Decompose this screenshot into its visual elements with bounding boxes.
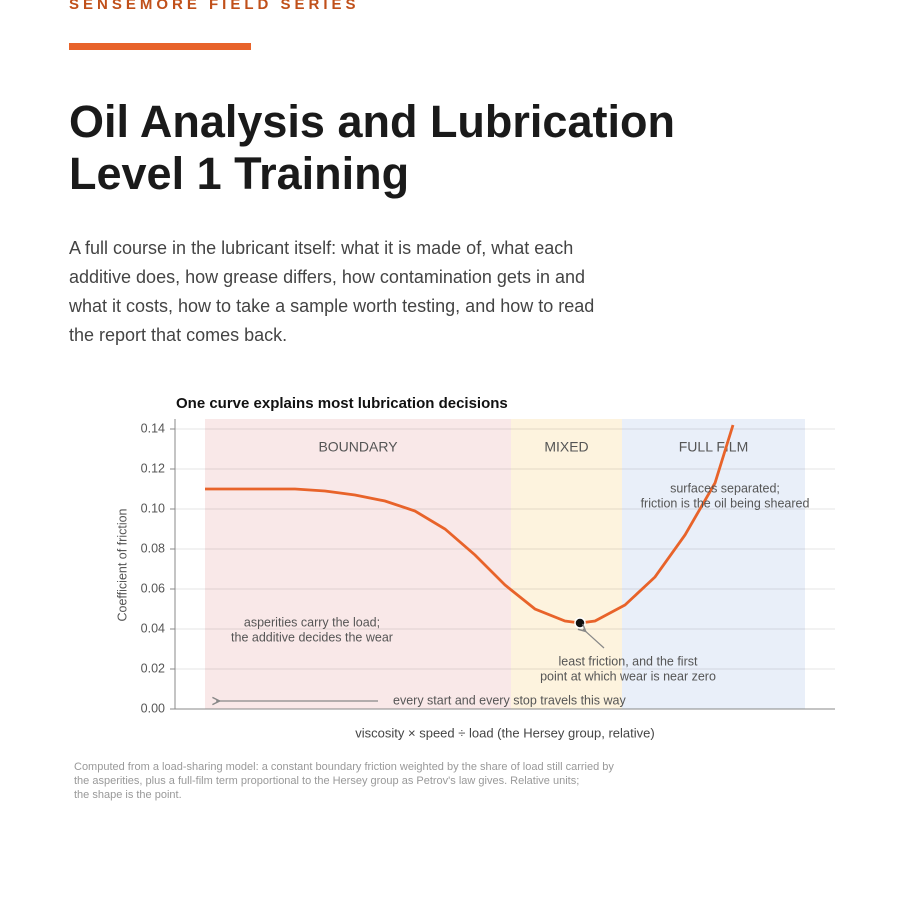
footnote-line: the shape is the point. — [74, 789, 182, 801]
annotation: surfaces separated; — [670, 481, 780, 495]
y-tick-label: 0.06 — [141, 581, 165, 595]
y-tick-label: 0.02 — [141, 661, 165, 675]
annotation: friction is the oil being sheared — [641, 496, 810, 510]
footnote-line: Computed from a load-sharing model: a co… — [74, 761, 614, 773]
x-axis-label: viscosity × speed ÷ load (the Hersey gro… — [355, 725, 654, 740]
region-label: MIXED — [544, 439, 588, 455]
annotation: least friction, and the first — [559, 654, 698, 668]
y-tick-label: 0.14 — [141, 421, 165, 435]
chart: BOUNDARY MIXED FULL FILM 0.00 0.02 0.04 0.06 0.… — [115, 395, 835, 740]
annotation: asperities carry the load; — [244, 615, 380, 629]
kicker: SENSEMORE FIELD SERIES — [69, 0, 360, 13]
footnote: Computed from a load-sharing model: a co… — [74, 760, 614, 802]
y-tick-label: 0.12 — [141, 461, 165, 475]
highlight-point — [574, 617, 586, 629]
chart-title: One curve explains most lubrication deci… — [176, 395, 508, 412]
region-label: BOUNDARY — [318, 439, 398, 455]
annotation: point at which wear is near zero — [540, 669, 716, 683]
region-label: FULL FILM — [679, 439, 749, 455]
lede: A full course in the lubricant itself: w… — [69, 234, 594, 350]
region — [205, 419, 511, 709]
accent-bar — [69, 43, 251, 50]
title-line: Oil Analysis and Lubrication — [69, 96, 675, 147]
footnote-line: the asperities, plus a full-film term pr… — [74, 775, 580, 787]
title: Oil Analysis and Lubrication Level 1 Trai… — [69, 96, 675, 200]
region — [511, 419, 622, 709]
annotation-arrow — [583, 629, 605, 649]
y-tick-label: 0.04 — [141, 621, 165, 635]
y-tick-label: 0.08 — [141, 541, 165, 555]
lede-line: what it costs, how to take a sample wort… — [69, 296, 595, 316]
lede-line: A full course in the lubricant itself: w… — [69, 238, 574, 258]
lede-line: additive does, how grease differs, how c… — [69, 267, 585, 287]
lede-line: the report that comes back. — [69, 325, 288, 345]
line — [205, 424, 735, 625]
annotation: the additive decides the wear — [231, 630, 393, 644]
title-line: Level 1 Training — [69, 148, 410, 199]
region — [622, 419, 805, 709]
y-tick-label: 0.10 — [141, 501, 165, 515]
y-axis-label: Coefficient of friction — [115, 508, 129, 621]
y-tick-label: 0.00 — [141, 701, 165, 715]
annotation: every start and every stop travels this … — [393, 693, 626, 707]
